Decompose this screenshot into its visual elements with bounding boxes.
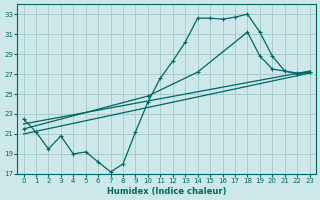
- X-axis label: Humidex (Indice chaleur): Humidex (Indice chaleur): [107, 187, 226, 196]
